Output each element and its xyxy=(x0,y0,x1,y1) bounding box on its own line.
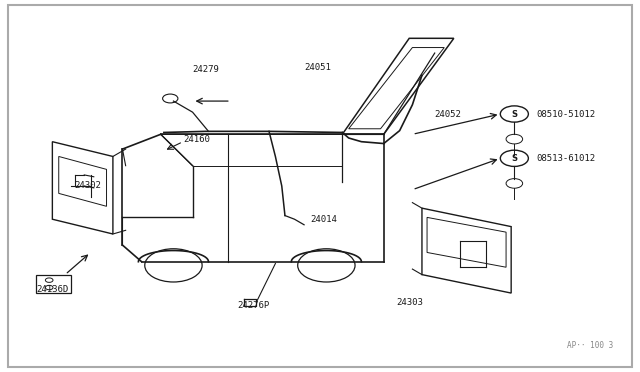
Text: 24276P: 24276P xyxy=(237,301,269,311)
Text: 24302: 24302 xyxy=(75,182,102,190)
Text: 24279: 24279 xyxy=(193,65,220,74)
Text: S: S xyxy=(511,154,517,163)
Text: 08513-61012: 08513-61012 xyxy=(537,154,596,163)
Text: S: S xyxy=(511,109,517,119)
FancyBboxPatch shape xyxy=(8,5,632,367)
Text: 08510-51012: 08510-51012 xyxy=(537,109,596,119)
Text: 24051: 24051 xyxy=(304,63,331,72)
Text: AP·· 100 3: AP·· 100 3 xyxy=(567,341,613,350)
Text: 24303: 24303 xyxy=(396,298,423,307)
Text: 24052: 24052 xyxy=(435,109,461,119)
Text: 24014: 24014 xyxy=(310,215,337,224)
Text: 24136D: 24136D xyxy=(36,285,68,294)
Text: 24160: 24160 xyxy=(183,135,210,144)
